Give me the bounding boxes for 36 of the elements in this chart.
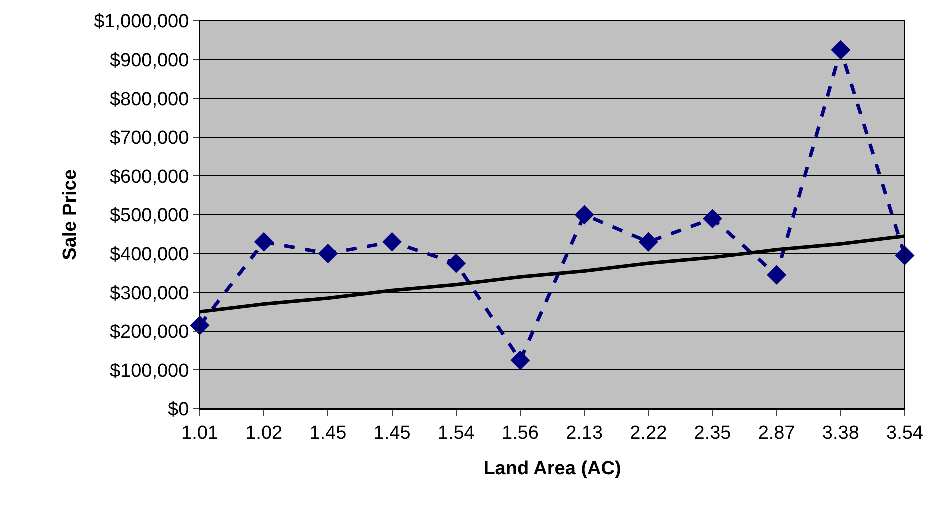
point <box>831 40 851 60</box>
y-tick-label: $400,000 <box>110 244 190 266</box>
x-tick-label: 2.13 <box>566 422 604 444</box>
y-tick-label: $300,000 <box>110 283 190 304</box>
x-tick-label: 2.35 <box>694 422 732 444</box>
point <box>446 254 466 274</box>
point <box>318 244 338 264</box>
y-axis-title: Sale Price <box>60 170 81 260</box>
x-tick-label: 3.38 <box>822 422 860 444</box>
point <box>382 232 402 252</box>
y-tick-label: $0 <box>168 400 190 421</box>
y-tick-label: $900,000 <box>110 50 190 72</box>
x-tick-label: 2.22 <box>630 422 668 444</box>
x-tick-label: 2.87 <box>758 422 796 444</box>
point <box>510 350 530 370</box>
x-tick-label: 1.02 <box>246 422 283 444</box>
x-axis-title: Land Area (AC) <box>484 458 622 480</box>
y-tick-label: $800,000 <box>110 89 190 110</box>
point <box>895 246 915 266</box>
point <box>254 232 274 252</box>
y-tick-label: $700,000 <box>110 128 190 150</box>
x-tick-label: 1.56 <box>502 422 539 444</box>
point <box>767 265 787 285</box>
y-tick-label: $1,000,000 <box>94 12 190 33</box>
x-tick-label: 3.54 <box>886 422 924 444</box>
point <box>638 232 658 252</box>
x-tick-label: 1.45 <box>374 422 411 444</box>
x-tick-label: 1.54 <box>438 422 476 444</box>
x-tick-label: 1.45 <box>310 422 347 444</box>
x-tick-label: 1.01 <box>182 422 218 444</box>
point <box>574 205 594 225</box>
y-tick-label: $600,000 <box>110 166 190 188</box>
y-tick-label: $200,000 <box>110 322 190 344</box>
y-tick-label: $100,000 <box>110 360 190 382</box>
y-tick-label: $500,000 <box>110 206 190 227</box>
point <box>702 209 722 229</box>
